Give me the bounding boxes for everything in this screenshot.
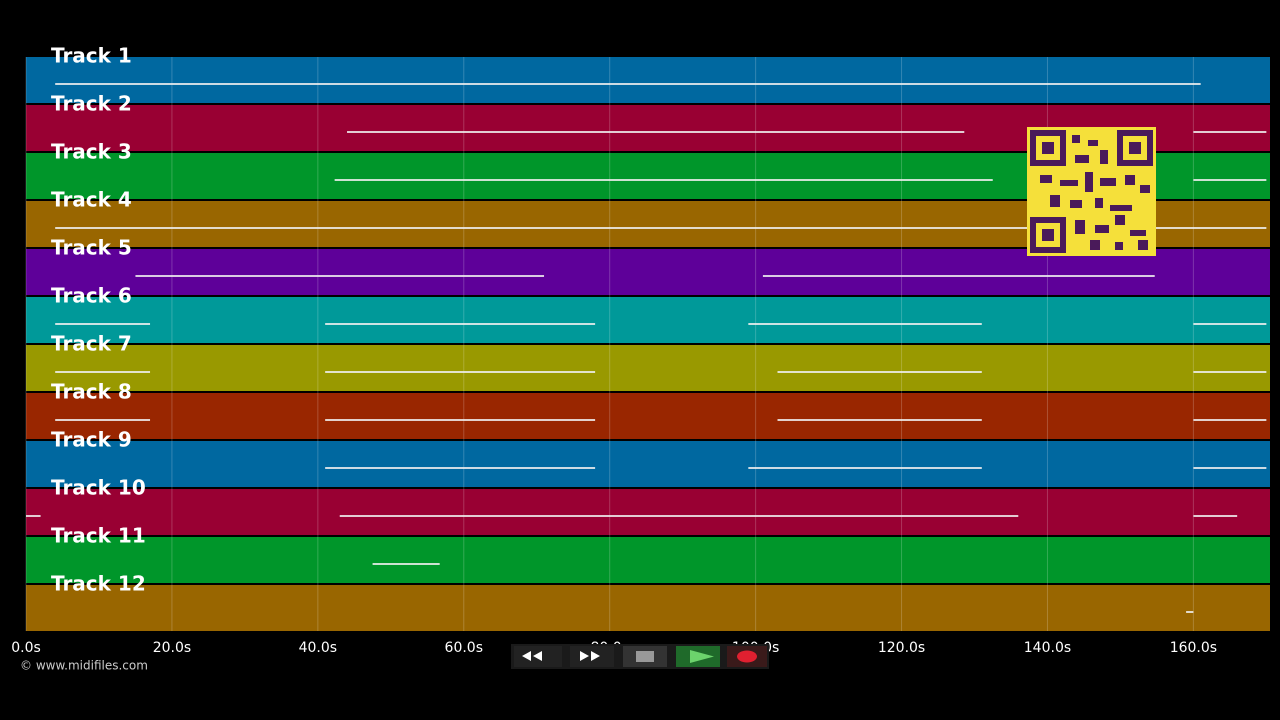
note-span xyxy=(339,515,1019,517)
note-span xyxy=(55,323,151,325)
track-band xyxy=(26,393,1270,439)
note-span xyxy=(1193,419,1267,421)
note-span xyxy=(55,227,1267,229)
rewind-button[interactable] xyxy=(514,646,562,667)
track-band xyxy=(26,585,1270,631)
track-name: Track 4 xyxy=(51,188,132,212)
forward-button[interactable] xyxy=(570,646,614,667)
note-span xyxy=(347,131,965,133)
note-span xyxy=(748,467,982,469)
track-band xyxy=(26,57,1270,103)
track-name: Track 10 xyxy=(51,476,146,500)
note-span xyxy=(55,83,1201,85)
note-span xyxy=(1186,611,1194,613)
note-span xyxy=(748,323,982,325)
note-span xyxy=(1193,515,1238,517)
time-tick-label: 40.0s xyxy=(299,640,337,656)
track-name: Track 9 xyxy=(51,428,132,452)
transport-controls xyxy=(511,644,769,669)
track-name: Track 11 xyxy=(51,524,146,548)
time-tick-label: 0.0s xyxy=(11,640,41,656)
track-name: Track 2 xyxy=(51,92,132,116)
note-span xyxy=(372,563,440,565)
note-span xyxy=(1193,131,1267,133)
track-band xyxy=(26,441,1270,487)
note-span xyxy=(135,275,545,277)
time-tick-label: 120.0s xyxy=(878,640,925,656)
time-tick-label: 140.0s xyxy=(1024,640,1071,656)
note-span xyxy=(325,467,596,469)
track-name: Track 7 xyxy=(51,332,132,356)
play-button[interactable] xyxy=(676,646,720,667)
track-band xyxy=(26,249,1270,295)
note-span xyxy=(334,179,993,181)
time-tick-label: 20.0s xyxy=(153,640,191,656)
note-span xyxy=(1193,323,1267,325)
track-name: Track 5 xyxy=(51,236,132,260)
note-span xyxy=(26,515,41,517)
track-band xyxy=(26,537,1270,583)
note-span xyxy=(1193,371,1267,373)
note-span xyxy=(1193,179,1267,181)
time-tick-label: 60.0s xyxy=(445,640,483,656)
qr-code xyxy=(1027,127,1156,256)
record-button[interactable] xyxy=(727,646,767,667)
note-span xyxy=(777,419,982,421)
copyright: © www.midifiles.com xyxy=(20,659,148,673)
track-name: Track 1 xyxy=(51,44,132,68)
track-name: Track 12 xyxy=(51,572,146,596)
stop-button[interactable] xyxy=(623,646,667,667)
track-band xyxy=(26,489,1270,535)
track-name: Track 8 xyxy=(51,380,132,404)
note-span xyxy=(325,371,596,373)
track-name: Track 6 xyxy=(51,284,132,308)
note-span xyxy=(325,419,596,421)
note-span xyxy=(762,275,1155,277)
note-span xyxy=(777,371,982,373)
note-span xyxy=(55,419,151,421)
time-tick-label: 160.0s xyxy=(1170,640,1217,656)
note-span xyxy=(55,371,151,373)
note-span xyxy=(325,323,596,325)
track-band xyxy=(26,297,1270,343)
track-name: Track 3 xyxy=(51,140,132,164)
track-band xyxy=(26,345,1270,391)
note-span xyxy=(1193,467,1267,469)
